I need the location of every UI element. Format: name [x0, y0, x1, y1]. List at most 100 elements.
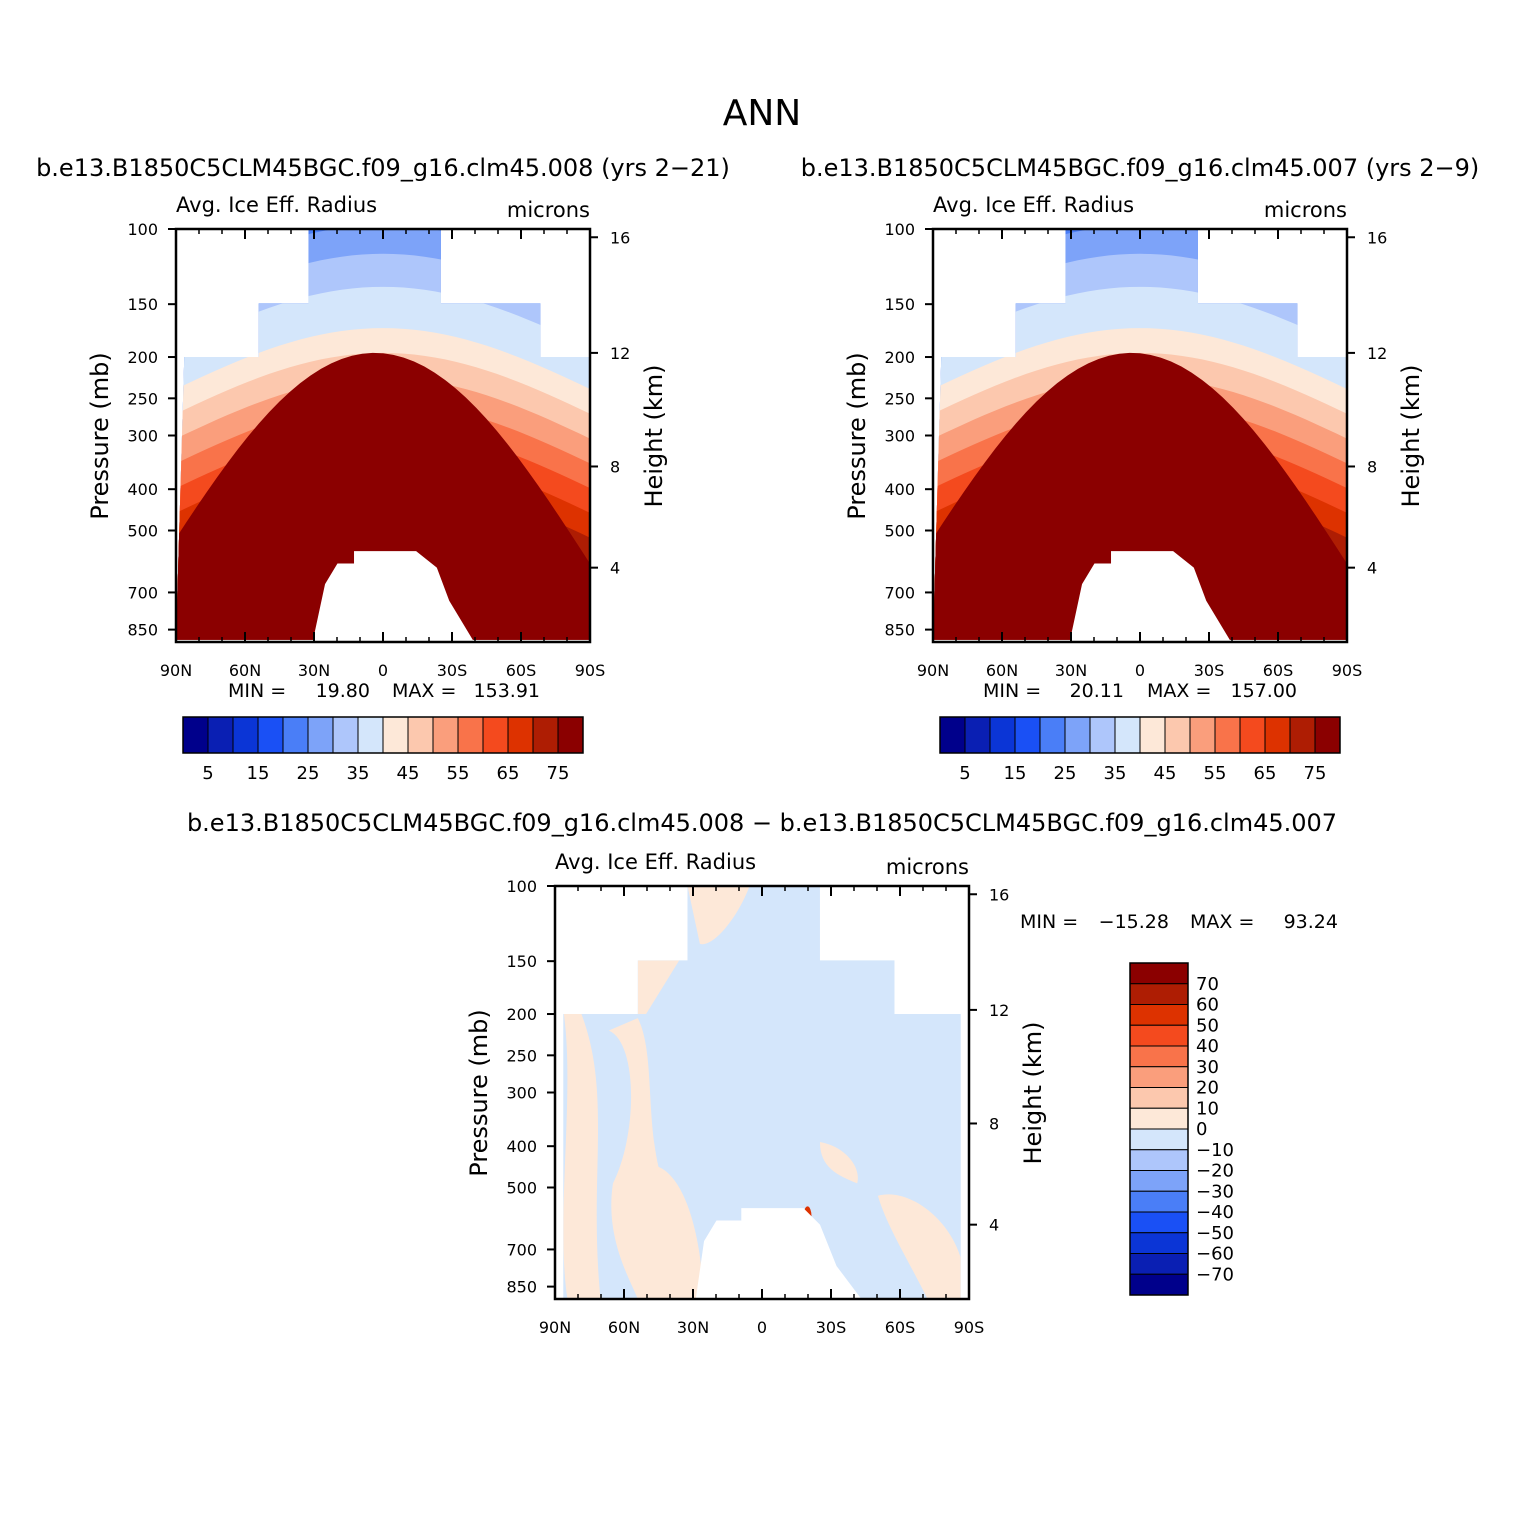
- colorbar-swatch: [232, 716, 259, 754]
- colorbar-label: 35: [1104, 763, 1127, 784]
- colorbar-swatch: [1064, 716, 1091, 754]
- x-tick-label: 30N: [298, 661, 330, 680]
- y-tick-label: 700: [127, 583, 158, 602]
- orography-mask: [1069, 551, 1232, 642]
- colorbar-swatch: [482, 716, 509, 754]
- y-right-tick-label: 12: [989, 1001, 1009, 1020]
- colorbar-swatch: [939, 716, 966, 754]
- colorbar-label: −10: [1196, 1140, 1234, 1161]
- y-right-tick-label: 12: [610, 344, 630, 363]
- colorbar-swatch: [1139, 716, 1166, 754]
- colorbar-swatch: [1189, 716, 1216, 754]
- y-axis-label: Pressure (mb): [86, 352, 114, 519]
- colorbar-swatch: [307, 716, 334, 754]
- panel-difference: b.e13.B1850C5CLM45BGC.f09_g16.clm45.008 …: [187, 809, 1338, 1337]
- colorbar-swatch: [1129, 1211, 1189, 1234]
- colorbar-label: 35: [347, 763, 370, 784]
- colorbar-swatch: [1039, 716, 1066, 754]
- colorbar-swatch: [207, 716, 234, 754]
- y-tick-label: 100: [506, 877, 537, 896]
- y-tick-label: 700: [884, 583, 915, 602]
- colorbar-swatch: [1129, 1170, 1189, 1192]
- colorbar-swatch: [1129, 1024, 1189, 1047]
- colorbar-label: 70: [1196, 974, 1219, 995]
- colorbar-label: 15: [247, 763, 270, 784]
- y-tick-label: 250: [127, 389, 158, 408]
- max-value: 93.24: [1284, 911, 1338, 933]
- colorbar-label: −60: [1196, 1244, 1234, 1265]
- colorbar-label: 5: [202, 763, 213, 784]
- field-title: Avg. Ice Eff. Radius: [176, 193, 377, 217]
- colorbar-label: 10: [1196, 1098, 1219, 1119]
- contour-field: [176, 229, 590, 642]
- colorbar-label: 40: [1196, 1036, 1219, 1057]
- y-tick-label: 850: [127, 621, 158, 640]
- colorbar-label: 65: [497, 763, 520, 784]
- y-tick-label: 300: [506, 1084, 537, 1103]
- contour-band: [563, 1009, 601, 1299]
- field-title: Avg. Ice Eff. Radius: [555, 850, 756, 874]
- colorbar-label: −70: [1196, 1264, 1234, 1285]
- min-value: 20.11: [1070, 680, 1124, 702]
- x-tick-label: 30N: [1055, 661, 1087, 680]
- case-title: b.e13.B1850C5CLM45BGC.f09_g16.clm45.008 …: [187, 809, 1337, 837]
- colorbar-label: 45: [397, 763, 420, 784]
- colorbar-frame: [939, 716, 1341, 754]
- colorbar-frame: [182, 716, 584, 754]
- colorbar-swatch: [1239, 716, 1266, 754]
- max-label: MAX =: [1147, 680, 1211, 702]
- y-tick-label: 200: [127, 348, 158, 367]
- min-label: MIN =: [1020, 911, 1078, 933]
- colorbar-swatch: [1264, 716, 1291, 754]
- colorbar-swatch: [282, 716, 309, 754]
- colorbar-swatch: [507, 716, 534, 754]
- y-right-tick-label: 4: [610, 559, 620, 578]
- x-tick-label: 30S: [816, 1318, 847, 1337]
- y-tick-label: 500: [127, 521, 158, 540]
- contour-band: [608, 1018, 705, 1299]
- colorbar-swatch: [1129, 1149, 1189, 1171]
- orography-mask: [312, 551, 475, 642]
- x-tick-label: 60N: [229, 661, 261, 680]
- colorbar-swatch: [182, 716, 209, 754]
- colorbar-label: −40: [1196, 1202, 1234, 1223]
- contour-band: [877, 1194, 961, 1299]
- colorbar-label: 25: [297, 763, 320, 784]
- min-value: 19.80: [316, 680, 370, 702]
- colorbar-swatch: [1314, 716, 1341, 754]
- units-label: microns: [886, 855, 969, 879]
- y-tick-label: 850: [884, 621, 915, 640]
- min-label: MIN =: [983, 680, 1041, 702]
- colorbar-label: 55: [1204, 763, 1227, 784]
- case-title: b.e13.B1850C5CLM45BGC.f09_g16.clm45.008 …: [36, 154, 730, 182]
- x-tick-label: 30S: [437, 661, 468, 680]
- colorbar-swatch: [964, 716, 991, 754]
- colorbar-label: 25: [1054, 763, 1077, 784]
- colorbar-swatch: [1129, 1107, 1189, 1130]
- colorbar-swatch: [989, 716, 1016, 754]
- colorbar-swatch: [407, 716, 434, 754]
- colorbar-label: 65: [1254, 763, 1277, 784]
- y-tick-label: 400: [127, 480, 158, 499]
- colorbar-swatch: [1129, 1190, 1189, 1213]
- colorbar-label: 0: [1196, 1119, 1207, 1140]
- max-label: MAX =: [392, 680, 456, 702]
- panel-case-008: b.e13.B1850C5CLM45BGC.f09_g16.clm45.008 …: [36, 154, 730, 784]
- colorbar-label: 15: [1004, 763, 1027, 784]
- colorbar-label: 45: [1154, 763, 1177, 784]
- contour-band: [819, 1142, 858, 1184]
- colorbar-label: 75: [547, 763, 570, 784]
- contour-field: [933, 229, 1347, 642]
- y-tick-label: 300: [127, 427, 158, 446]
- contour-band: [637, 960, 680, 1015]
- x-tick-label: 90N: [539, 1318, 571, 1337]
- colorbar-swatch: [557, 716, 584, 754]
- y-axis-label-right: Height (km): [640, 365, 668, 508]
- colorbar-swatch: [457, 716, 484, 754]
- colorbar-label: −20: [1196, 1161, 1234, 1182]
- colorbar-swatch: [1129, 1232, 1189, 1254]
- contour-field: [563, 886, 961, 1299]
- colorbar-label: −30: [1196, 1181, 1234, 1202]
